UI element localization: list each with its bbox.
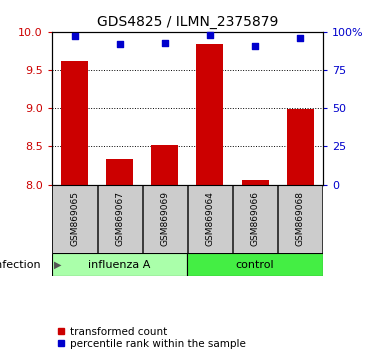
Text: GSM869068: GSM869068 xyxy=(296,192,305,246)
Text: GSM869067: GSM869067 xyxy=(115,192,124,246)
FancyBboxPatch shape xyxy=(52,185,96,252)
Point xyxy=(207,32,213,38)
Text: ▶: ▶ xyxy=(54,260,61,270)
Point xyxy=(117,41,123,47)
Bar xyxy=(151,145,178,184)
Bar xyxy=(242,180,269,184)
FancyBboxPatch shape xyxy=(52,253,187,276)
Title: GDS4825 / ILMN_2375879: GDS4825 / ILMN_2375879 xyxy=(97,16,278,29)
FancyBboxPatch shape xyxy=(188,185,232,252)
Point xyxy=(162,40,168,45)
Bar xyxy=(106,159,133,184)
Point xyxy=(72,34,78,39)
Point xyxy=(297,35,303,41)
FancyBboxPatch shape xyxy=(98,185,142,252)
FancyBboxPatch shape xyxy=(52,184,323,253)
Text: infection: infection xyxy=(0,260,41,270)
Text: GSM869066: GSM869066 xyxy=(250,192,260,246)
Bar xyxy=(61,61,88,184)
Text: influenza A: influenza A xyxy=(88,260,151,270)
Bar xyxy=(287,109,314,184)
Text: control: control xyxy=(236,260,275,270)
FancyBboxPatch shape xyxy=(187,253,323,276)
Bar xyxy=(196,44,223,184)
FancyBboxPatch shape xyxy=(143,185,187,252)
Legend: transformed count, percentile rank within the sample: transformed count, percentile rank withi… xyxy=(57,327,246,349)
Text: GSM869064: GSM869064 xyxy=(206,192,214,246)
FancyBboxPatch shape xyxy=(233,185,277,252)
Text: GSM869065: GSM869065 xyxy=(70,192,79,246)
Point xyxy=(252,43,258,48)
FancyBboxPatch shape xyxy=(278,185,322,252)
Text: GSM869069: GSM869069 xyxy=(160,192,169,246)
